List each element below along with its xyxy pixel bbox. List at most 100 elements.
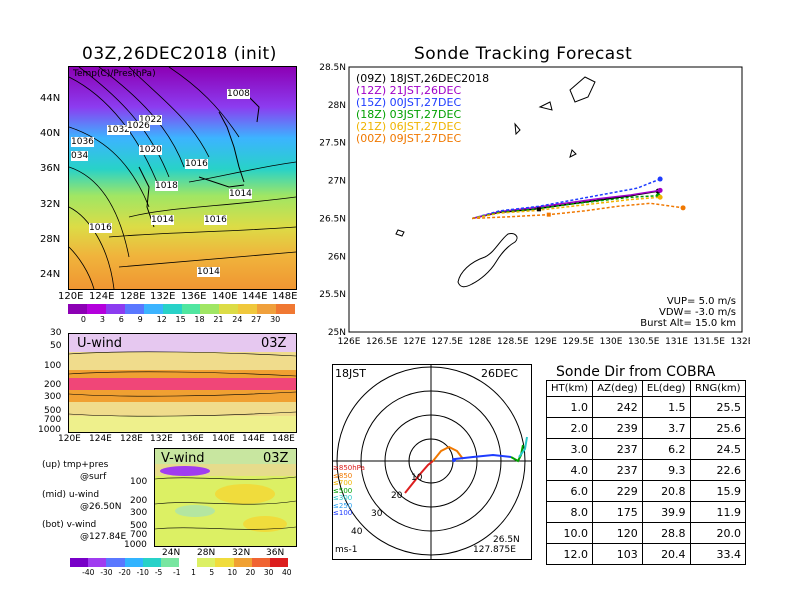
v-wind-time: 03Z: [263, 451, 289, 466]
isobar-label: 1036: [71, 137, 94, 147]
sonde-direction-table: HT(km) AZ(deg) EL(deg) RNG(km) 1.0 242 1.5…: [545, 380, 747, 565]
colorbar-swatch: [68, 304, 87, 314]
legend-bot-sub: @127.84E: [80, 532, 127, 542]
pressure-legend-entry: ≤850: [333, 471, 353, 480]
pressure-legend-entry: ≤300: [333, 494, 353, 502]
map-lat-label: 28N: [40, 234, 61, 245]
map-lon-label: 140E: [212, 291, 238, 302]
colorbar-swatch: [105, 304, 125, 314]
u-wind-panel: U-wind 03Z: [68, 333, 297, 433]
v-wind-xaxis-tick: 24N: [162, 548, 181, 558]
polar-ring-label: 10: [411, 473, 423, 483]
table-cell: 9.3: [641, 459, 691, 481]
u-wind-canvas: [69, 334, 296, 432]
polar-ring-label: 40: [351, 527, 363, 537]
legend-up-sub: @surf: [80, 472, 107, 482]
colorbar-tick-label: 15: [175, 315, 186, 324]
track-series-line: [471, 178, 661, 220]
hodograph-low-level: [404, 460, 434, 494]
colorbar-tick-label: 21: [213, 315, 224, 324]
table-cell: 10.0: [545, 522, 594, 544]
track-x-tick-label: 130E: [600, 337, 623, 347]
hodograph-500: [510, 444, 524, 463]
colorbar-tick-label: -10: [136, 568, 149, 577]
hodograph-300: [518, 436, 528, 458]
map-lon-label: 120E: [58, 291, 84, 302]
u-wind-xaxis-tick: 128E: [120, 434, 143, 444]
colorbar-tick-label: -5: [154, 568, 163, 577]
colorbar-swatch: [197, 558, 216, 567]
table-cell: 120: [592, 522, 643, 544]
table-cell: 1.5: [641, 396, 691, 418]
track-series-line: [471, 189, 661, 220]
table-cell: 25.6: [689, 417, 747, 439]
table-cell: 28.8: [641, 522, 691, 544]
colorbar-tick-label: 3: [99, 315, 105, 324]
table-cell: 2.0: [545, 417, 594, 439]
table-row: 4.0 237 9.3 22.6: [545, 459, 747, 481]
v-wind-yaxis-tick: 100: [130, 477, 148, 487]
colorbar-tick-label: 9: [137, 315, 143, 324]
track-y-tick-label: 26.5N: [319, 214, 346, 224]
u-wind-xaxis-tick: 148E: [272, 434, 295, 444]
colorbar-swatch: [106, 558, 125, 567]
table-cell: 175: [592, 501, 643, 523]
colorbar-swatch: [88, 558, 107, 567]
track-title: Sonde Tracking Forecast: [414, 44, 633, 64]
isobar-label: 1022: [139, 115, 162, 125]
v-wind-yaxis-tick: 1000: [124, 540, 147, 550]
pressure-legend-entry: ≤700: [333, 479, 353, 487]
isobar-label: 1016: [185, 159, 208, 169]
colorbar-swatch: [200, 304, 220, 314]
vdw-label: VDW= -3.0 m/s: [659, 307, 736, 318]
table-cell: 6.2: [641, 438, 691, 460]
u-wind-xaxis-tick: 140E: [212, 434, 235, 444]
map-lon-label: 132E: [150, 291, 176, 302]
isobar-label: 1008: [227, 89, 250, 99]
table-row: 8.0 175 39.9 11.9: [545, 501, 747, 523]
track-x-tick-label: 126.5E: [366, 337, 398, 347]
table-cell: 12.0: [545, 543, 594, 565]
colorbar-tick-label: 30: [263, 568, 274, 577]
u-wind-yaxis-tick: 100: [44, 361, 62, 371]
map-title: 03Z,26DEC2018 (init): [82, 44, 277, 64]
colorbar-tick-label: 0: [80, 315, 86, 324]
pressure-legend-entry: ≥850hPa: [333, 464, 365, 472]
track-x-tick-label: 127E: [403, 337, 426, 347]
colorbar-tick-label: 27: [251, 315, 262, 324]
pressure-legend-entry: ≤250: [333, 501, 353, 510]
pressure-legend: ≥850hPa ≤850 ≤700 ≤500 ≤300 ≤250 ≤100: [333, 464, 365, 518]
colorbar-tick-label: -20: [118, 568, 131, 577]
map-lon-label: 144E: [242, 291, 268, 302]
hodograph-upper: [454, 453, 512, 460]
table-cell: 242: [592, 396, 643, 418]
v-wind-canvas: [155, 449, 296, 532]
table-row: 3.0 237 6.2 24.5: [545, 438, 747, 460]
colorbar-tick-label: 24: [232, 315, 243, 324]
track-marker: [546, 212, 551, 217]
track-legend-entry: (12Z) 21JST,26DEC: [356, 84, 462, 97]
table-cell: 33.4: [689, 543, 747, 565]
track-y-tick-label: 27N: [328, 177, 346, 187]
table-header: HT(km): [545, 380, 594, 397]
table-row: 10.0 120 28.8 20.0: [545, 522, 747, 544]
map-lat-label: 32N: [40, 199, 61, 210]
polar-units: ms-1: [335, 545, 358, 555]
sonde-track-chart: 126E 126.5E 127E 127.5E 128E 128.5E 129E 129.5E…: [319, 63, 750, 347]
track-y-tick-label: 28N: [328, 101, 346, 111]
track-x-tick-label: 131E: [665, 337, 688, 347]
track-x-tick-label: 129E: [534, 337, 557, 347]
map-lon-label: 128E: [120, 291, 146, 302]
isobar-label: 1014: [151, 215, 174, 225]
colorbar-swatch: [251, 558, 270, 567]
polar-lon: 127.875E: [473, 545, 516, 555]
u-wind-xaxis-tick: 120E: [58, 434, 81, 444]
legend-bot: (bot) v-wind: [42, 520, 97, 530]
table-cell: 1.0: [545, 396, 594, 418]
table-cell: 11.9: [689, 501, 747, 523]
v-wind-xaxis-tick: 36N: [266, 548, 285, 558]
table-cell: 20.8: [641, 480, 691, 502]
isobar-label: 034: [71, 151, 89, 161]
track-series-line: [471, 194, 659, 220]
map-lon-label: 136E: [181, 291, 207, 302]
